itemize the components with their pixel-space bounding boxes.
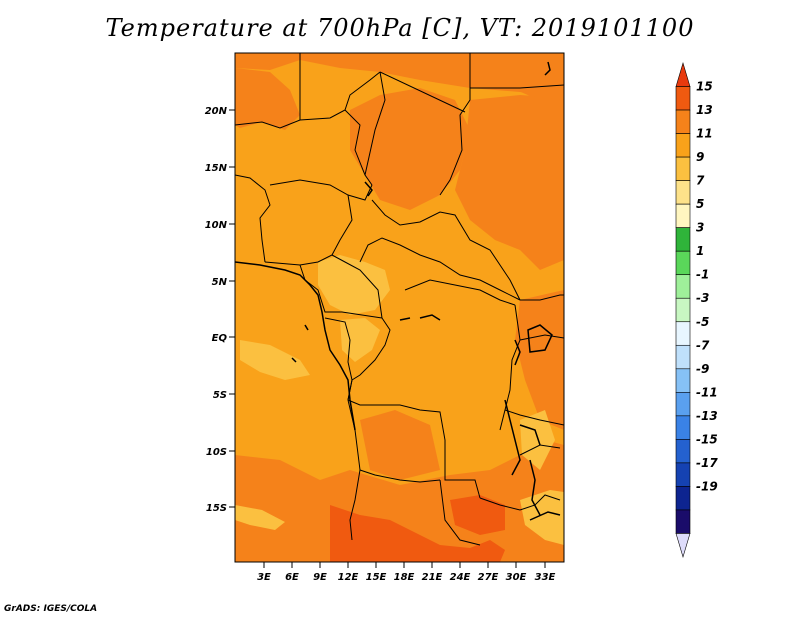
lon-tick-label: 6E bbox=[285, 572, 299, 583]
colorbar-swatch bbox=[675, 509, 691, 534]
colorbar-label: 1 bbox=[696, 244, 704, 258]
temperature-region-cool-lake bbox=[520, 410, 555, 470]
colorbar-label: 5 bbox=[696, 197, 704, 211]
colorbar-swatch bbox=[675, 109, 691, 134]
colorbar-label: 15 bbox=[696, 80, 713, 94]
colorbar-label: -9 bbox=[696, 362, 709, 376]
colorbar-swatch bbox=[675, 250, 691, 276]
colorbar-label: -5 bbox=[696, 315, 709, 329]
temperature-region-warm-north-sahel bbox=[235, 68, 300, 130]
colorbar-swatch bbox=[675, 227, 691, 252]
colorbar-label: 13 bbox=[696, 103, 713, 117]
lat-tick-label: EQ bbox=[212, 333, 228, 344]
temperature-region-warm-ne-patch bbox=[500, 55, 564, 100]
temperature-region-warm-north bbox=[235, 53, 564, 95]
temperature-region-cool-southwest bbox=[235, 505, 285, 530]
colorbar-top-arrow bbox=[675, 61, 691, 87]
lon-tick-label: 12E bbox=[338, 572, 359, 583]
temperature-region-cool-atlantic bbox=[240, 340, 310, 380]
lon-tick-label: 24E bbox=[450, 572, 471, 583]
colorbar-swatch bbox=[675, 392, 691, 417]
temperature-region-warm-chad bbox=[350, 88, 470, 210]
colorbar-swatch bbox=[675, 415, 691, 440]
colorbar: 15 13 11 9 7 5 3 1 -1 -3 -5 -7 -9 -11 -13 -15 -17 -19 bbox=[675, 61, 718, 559]
lat-tick-label: 10N bbox=[205, 220, 228, 231]
colorbar-label: -11 bbox=[696, 385, 718, 399]
software-credit: GrADS: IGES/COLA bbox=[4, 604, 98, 614]
lon-tick-label: 27E bbox=[478, 572, 499, 583]
colorbar-label: -13 bbox=[696, 409, 718, 423]
colorbar-label: -1 bbox=[696, 268, 709, 282]
colorbar-swatch bbox=[675, 486, 691, 511]
lat-tick-label: 5S bbox=[213, 390, 227, 401]
lon-tick-label: 15E bbox=[366, 572, 387, 583]
map-frame bbox=[234, 52, 565, 563]
temperature-region-warm-sudan bbox=[455, 95, 564, 270]
colorbar-swatch bbox=[675, 274, 691, 299]
temperature-region-cool-cameroon bbox=[318, 255, 390, 315]
chart-title: Temperature at 700hPa [C], VT: 201910110… bbox=[105, 14, 695, 42]
colorbar-label: -19 bbox=[696, 479, 718, 493]
colorbar-label: 11 bbox=[696, 127, 713, 141]
temperature-region-warm-angola bbox=[360, 410, 440, 480]
lon-tick-label: 18E bbox=[394, 572, 415, 583]
colorbar-bottom-arrow bbox=[675, 533, 691, 559]
colorbar-label: 9 bbox=[696, 150, 704, 164]
colorbar-label: -17 bbox=[696, 456, 718, 470]
lat-tick-label: 15S bbox=[206, 503, 227, 514]
lat-tick-label: 15N bbox=[205, 163, 228, 174]
colorbar-swatch bbox=[675, 439, 691, 464]
temperature-region-hot-south bbox=[330, 505, 505, 562]
longitude-axis: 3E 6E 9E 12E 15E 18E 21E 24E 27E 30E 33E bbox=[257, 562, 556, 583]
temperature-region-hot-southeast bbox=[450, 495, 505, 535]
map-area bbox=[235, 53, 564, 562]
colorbar-swatch bbox=[675, 180, 691, 205]
colorbar-swatch bbox=[675, 203, 691, 228]
colorbar-label: -7 bbox=[696, 338, 710, 352]
lon-tick-label: 21E bbox=[422, 572, 443, 583]
lat-tick-label: 5N bbox=[212, 277, 228, 288]
colorbar-swatch bbox=[675, 156, 691, 181]
lat-tick-label: 10S bbox=[206, 447, 227, 458]
colorbar-swatch bbox=[675, 368, 691, 393]
colorbar-label: -15 bbox=[696, 432, 718, 446]
country-borders bbox=[235, 53, 564, 546]
coastlines-and-lakes bbox=[235, 61, 561, 521]
colorbar-swatch bbox=[675, 321, 691, 346]
colorbar-swatch bbox=[675, 297, 691, 323]
lon-tick-label: 33E bbox=[535, 572, 556, 583]
lon-tick-label: 3E bbox=[257, 572, 271, 583]
colorbar-swatch bbox=[675, 86, 691, 111]
colorbar-swatch bbox=[675, 462, 691, 487]
colorbar-label: 7 bbox=[696, 174, 705, 188]
lat-tick-label: 20N bbox=[205, 106, 228, 117]
colorbar-swatch bbox=[675, 344, 691, 370]
latitude-axis: 20N 15N 10N 5N EQ 5S 10S 15S bbox=[205, 106, 235, 514]
temperature-region-cool-southeast bbox=[520, 490, 564, 545]
lon-tick-label: 9E bbox=[313, 572, 327, 583]
colorbar-label: 3 bbox=[696, 221, 704, 235]
temperature-region-warm-east-africa bbox=[515, 290, 564, 430]
colorbar-label: -3 bbox=[696, 291, 709, 305]
lon-tick-label: 30E bbox=[506, 572, 527, 583]
colorbar-swatch bbox=[675, 133, 691, 158]
temperature-region-cool-gabon bbox=[340, 318, 380, 362]
